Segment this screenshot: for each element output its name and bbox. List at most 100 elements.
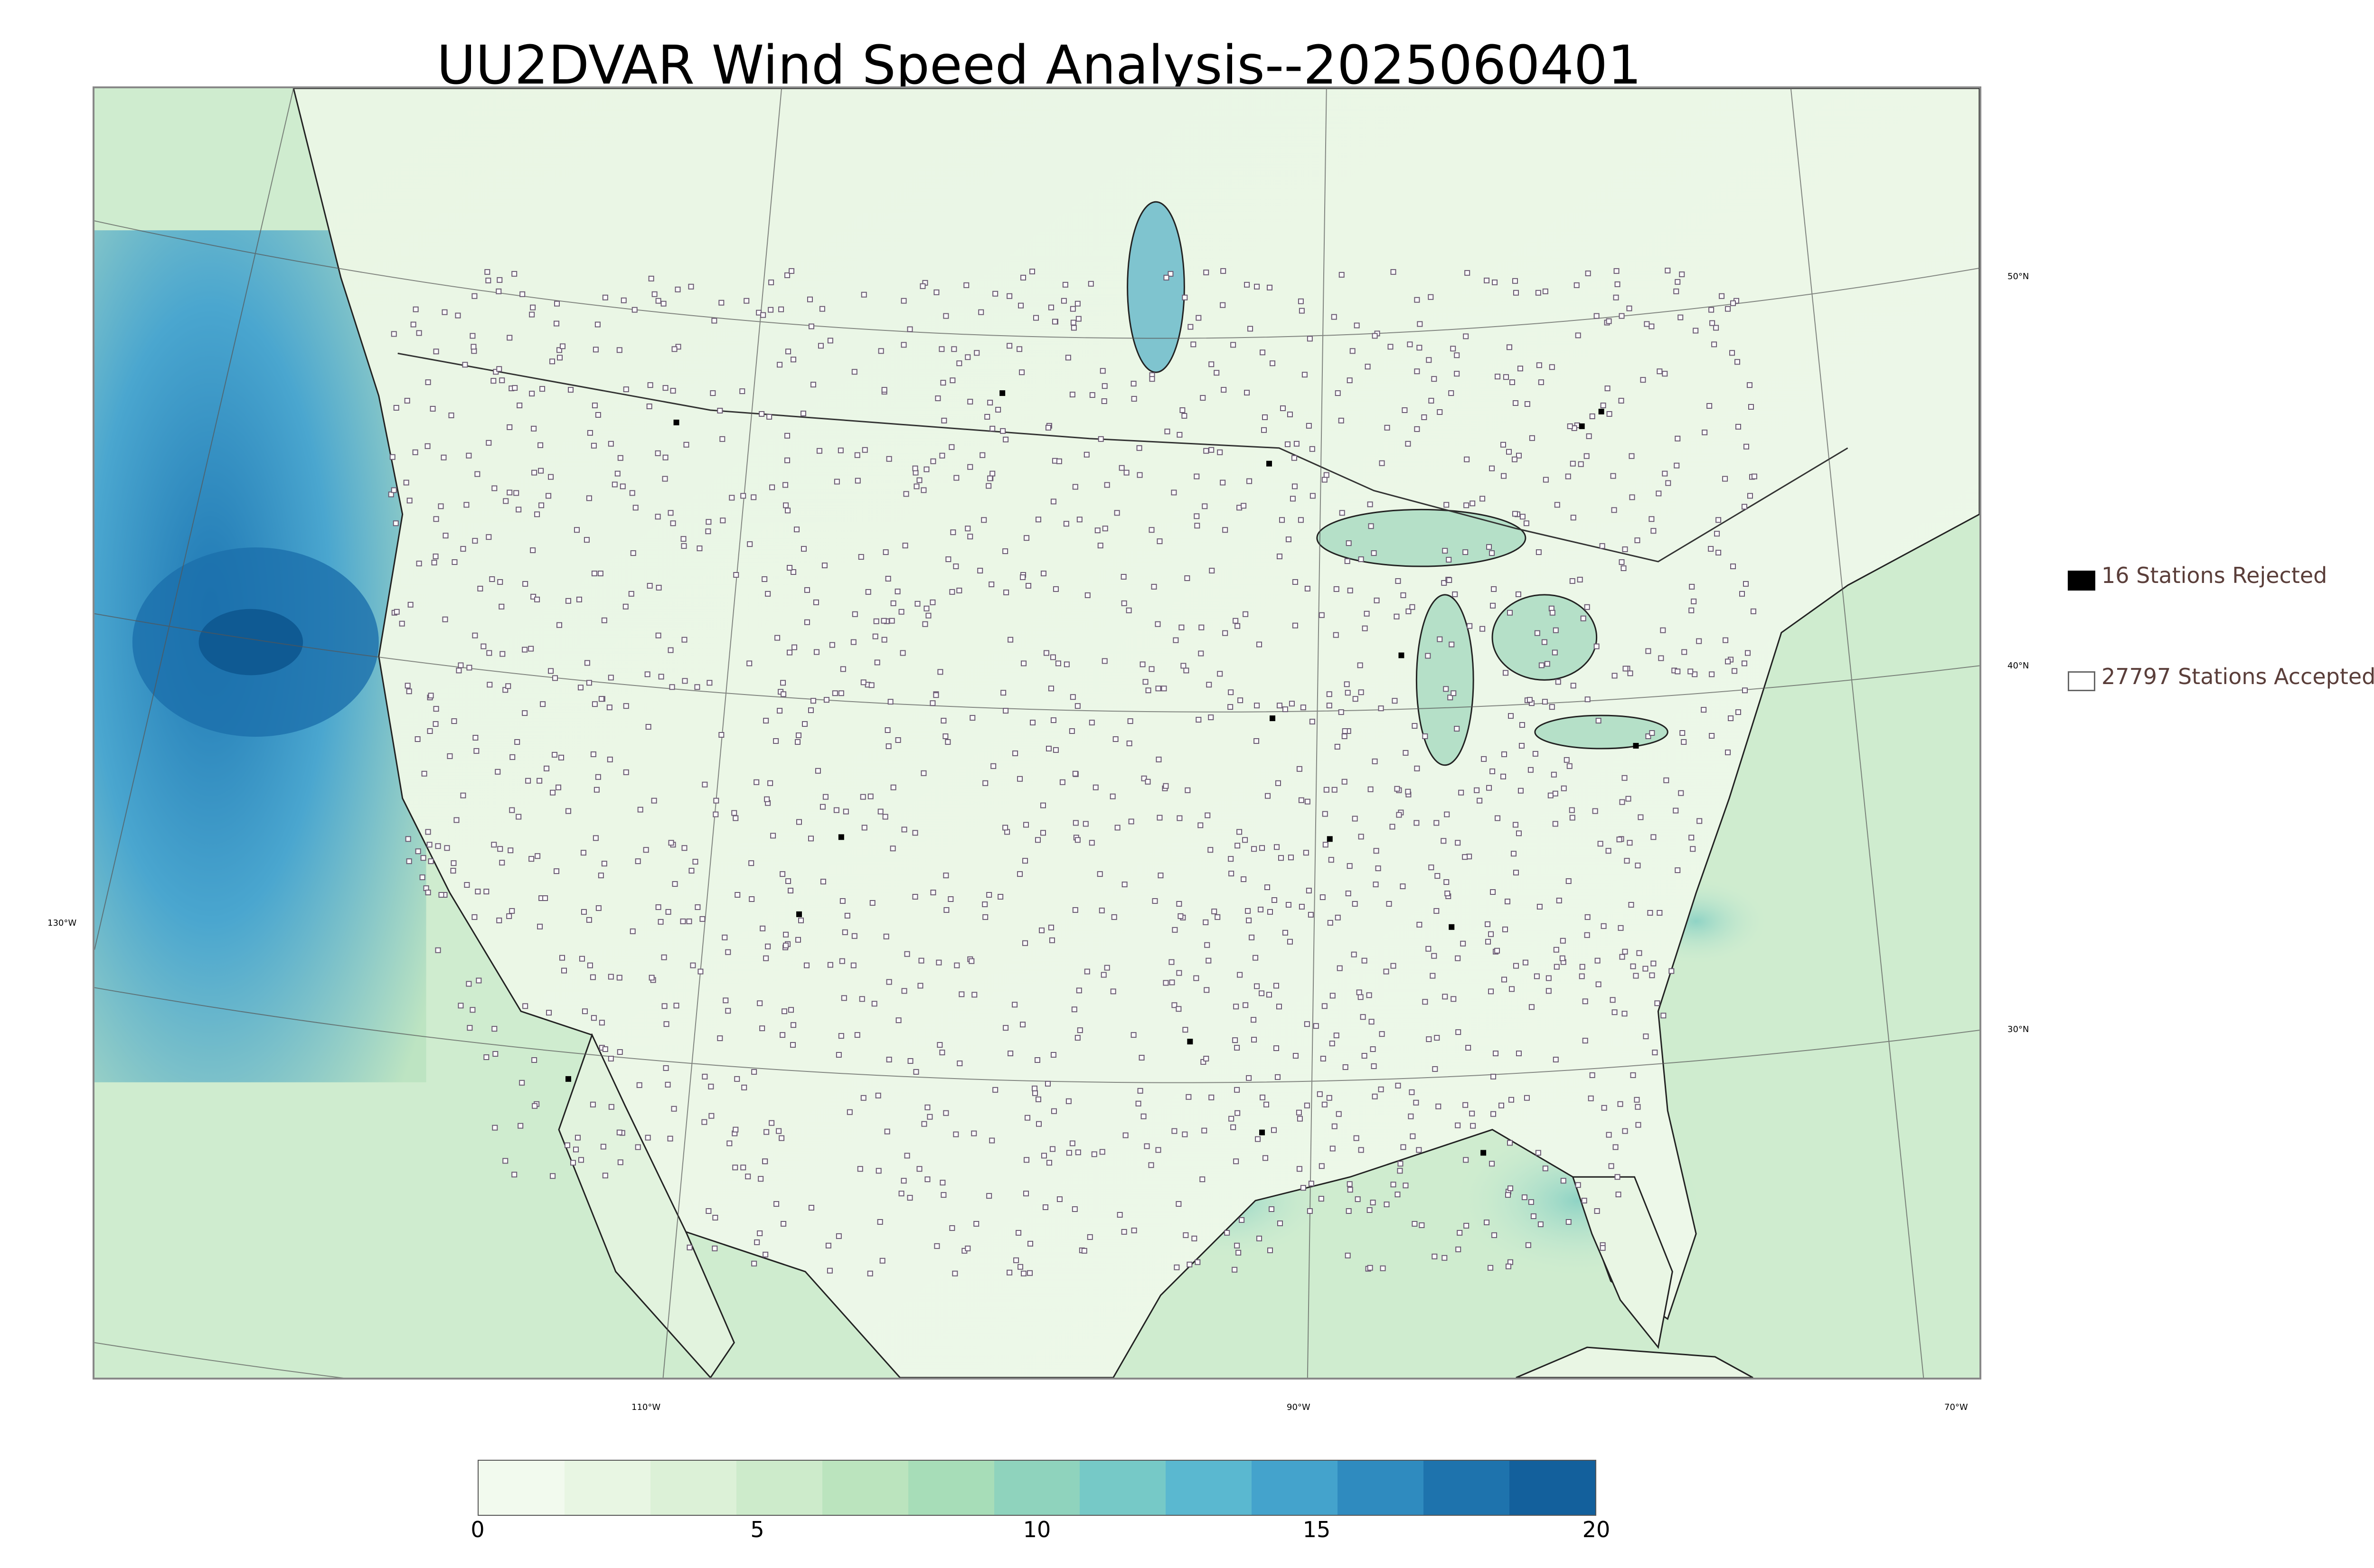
accepted-station-marker xyxy=(473,748,480,754)
accepted-station-marker xyxy=(1183,1232,1189,1238)
accepted-station-marker xyxy=(829,642,835,648)
accepted-station-marker xyxy=(981,517,987,523)
accepted-station-marker xyxy=(1220,268,1226,274)
accepted-station-marker xyxy=(1584,696,1591,703)
accepted-station-marker xyxy=(593,835,599,841)
accepted-station-marker xyxy=(1173,637,1179,643)
accepted-station-marker xyxy=(1093,784,1099,790)
accepted-station-marker xyxy=(951,346,957,352)
accepted-station-marker xyxy=(1289,701,1295,707)
accepted-station-marker xyxy=(1064,661,1070,667)
accepted-station-marker xyxy=(1432,1066,1438,1072)
accepted-station-marker xyxy=(1433,820,1440,826)
accepted-station-marker xyxy=(1554,964,1560,970)
accepted-station-marker xyxy=(1446,557,1452,563)
accepted-station-marker xyxy=(1168,959,1175,965)
accepted-station-marker xyxy=(1022,858,1028,864)
accepted-station-marker xyxy=(1709,733,1715,739)
accepted-station-marker xyxy=(1089,840,1095,846)
accepted-station-marker xyxy=(1537,1221,1544,1227)
accepted-station-marker xyxy=(1630,1072,1636,1078)
accepted-station-marker xyxy=(1227,704,1234,710)
accepted-station-marker xyxy=(1003,589,1009,595)
accepted-station-marker xyxy=(992,291,999,297)
accepted-station-marker xyxy=(1233,618,1239,624)
accepted-station-marker xyxy=(1157,815,1163,821)
accepted-station-marker xyxy=(759,1025,765,1032)
accepted-station-marker xyxy=(940,1180,946,1186)
accepted-station-marker xyxy=(1029,268,1036,274)
accepted-station-marker xyxy=(1624,858,1630,864)
accepted-station-marker xyxy=(1565,473,1571,479)
accepted-station-marker xyxy=(404,398,410,404)
accepted-station-marker xyxy=(1560,938,1566,944)
accepted-station-marker xyxy=(643,847,649,853)
accepted-station-marker xyxy=(661,1003,668,1009)
accepted-station-marker xyxy=(466,452,472,459)
accepted-station-marker xyxy=(1573,282,1580,288)
rejected-station-markers xyxy=(565,390,1639,1156)
accepted-station-marker xyxy=(499,860,505,866)
accepted-station-marker xyxy=(451,718,457,724)
accepted-station-marker xyxy=(1293,441,1300,447)
accepted-station-marker xyxy=(1361,1053,1367,1059)
accepted-station-marker xyxy=(636,1082,642,1088)
accepted-station-marker xyxy=(1633,973,1639,979)
accepted-station-marker xyxy=(1285,901,1291,908)
accepted-station-marker xyxy=(1149,666,1155,672)
accepted-station-marker xyxy=(645,1135,651,1141)
accepted-station-marker xyxy=(1570,460,1576,467)
accepted-station-marker xyxy=(1373,882,1379,888)
accepted-station-marker xyxy=(1151,583,1157,590)
accepted-station-marker xyxy=(518,1123,524,1129)
accepted-station-marker xyxy=(476,977,482,984)
accepted-station-marker xyxy=(780,680,786,686)
rejected-station-marker xyxy=(673,419,679,425)
accepted-station-marker xyxy=(470,333,476,339)
accepted-station-marker xyxy=(1488,1265,1494,1271)
accepted-station-marker xyxy=(1326,691,1332,697)
accepted-station-marker xyxy=(782,482,789,488)
accepted-station-marker xyxy=(1036,1096,1041,1102)
accepted-station-marker xyxy=(1469,1110,1475,1117)
accepted-station-marker xyxy=(822,794,829,800)
accepted-station-marker xyxy=(662,454,669,460)
accepted-station-marker xyxy=(1234,623,1241,629)
accepted-station-marker xyxy=(1594,1208,1600,1214)
accepted-station-marker xyxy=(1405,608,1412,614)
accepted-station-marker xyxy=(1375,865,1381,872)
accepted-station-marker xyxy=(1299,903,1305,910)
accepted-station-marker xyxy=(623,769,629,775)
accepted-station-marker xyxy=(681,543,687,549)
accepted-station-marker xyxy=(912,465,918,471)
accepted-station-marker xyxy=(1254,703,1260,709)
accepted-station-marker xyxy=(898,609,904,615)
accepted-station-marker xyxy=(1601,923,1607,929)
accepted-station-marker xyxy=(1649,972,1655,978)
accepted-station-marker xyxy=(702,781,708,788)
accepted-station-marker xyxy=(784,432,791,439)
accepted-station-marker xyxy=(1032,1090,1038,1096)
accepted-station-marker xyxy=(590,751,596,757)
accepted-station-marker xyxy=(1675,435,1681,441)
accepted-station-marker xyxy=(1649,730,1655,736)
accepted-station-marker xyxy=(1049,1146,1055,1152)
accepted-station-marker xyxy=(1208,361,1215,367)
accepted-station-marker xyxy=(1713,325,1719,331)
accepted-station-marker xyxy=(1046,745,1052,751)
accepted-station-marker xyxy=(1309,446,1315,452)
accepted-station-marker xyxy=(834,479,840,485)
rejected-station-marker xyxy=(565,1076,571,1082)
accepted-station-marker xyxy=(1503,374,1509,380)
accepted-station-marker xyxy=(1228,1116,1234,1122)
accepted-station-marker xyxy=(540,701,546,707)
accepted-station-marker xyxy=(986,483,992,489)
accepted-station-marker xyxy=(1091,1151,1097,1157)
accepted-station-marker xyxy=(757,1230,763,1236)
accepted-station-marker xyxy=(1333,586,1339,592)
accepted-station-marker xyxy=(1241,503,1247,509)
accepted-station-marker xyxy=(534,511,540,517)
accepted-station-marker xyxy=(1501,751,1507,757)
accepted-station-marker xyxy=(622,603,629,610)
accepted-station-marker xyxy=(1277,1220,1283,1226)
